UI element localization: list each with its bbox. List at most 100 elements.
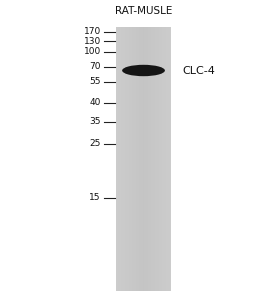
Bar: [128, 27, 129, 291]
Bar: [157, 27, 158, 291]
Bar: [140, 27, 141, 291]
Bar: [163, 27, 164, 291]
Bar: [146, 27, 147, 291]
Text: 55: 55: [89, 77, 101, 86]
Bar: [154, 27, 155, 291]
Text: CLC-4: CLC-4: [182, 65, 215, 76]
Bar: [138, 27, 139, 291]
Bar: [135, 27, 136, 291]
Bar: [148, 27, 149, 291]
Bar: [133, 27, 134, 291]
Text: 40: 40: [89, 98, 101, 107]
Bar: [121, 27, 122, 291]
Bar: [149, 27, 150, 291]
Bar: [132, 27, 133, 291]
Bar: [123, 27, 124, 291]
Bar: [119, 27, 120, 291]
Bar: [148, 27, 149, 291]
Bar: [126, 27, 127, 291]
Bar: [116, 27, 117, 291]
Bar: [169, 27, 170, 291]
Bar: [134, 27, 135, 291]
Bar: [137, 27, 138, 291]
Bar: [130, 27, 131, 291]
Bar: [131, 27, 132, 291]
Bar: [152, 27, 153, 291]
Bar: [150, 27, 151, 291]
Bar: [139, 27, 140, 291]
Bar: [150, 27, 151, 291]
Bar: [134, 27, 135, 291]
Bar: [158, 27, 159, 291]
Bar: [167, 27, 168, 291]
Bar: [122, 27, 123, 291]
Bar: [166, 27, 167, 291]
Text: 35: 35: [89, 117, 101, 126]
Bar: [144, 27, 145, 291]
Bar: [156, 27, 157, 291]
Bar: [151, 27, 152, 291]
Bar: [141, 27, 142, 291]
Bar: [117, 27, 118, 291]
Bar: [124, 27, 125, 291]
Bar: [137, 27, 138, 291]
Bar: [170, 27, 171, 291]
Bar: [160, 27, 161, 291]
Bar: [122, 27, 123, 291]
Bar: [159, 27, 160, 291]
Bar: [163, 27, 164, 291]
Bar: [118, 27, 119, 291]
Bar: [123, 27, 124, 291]
Bar: [125, 27, 126, 291]
Bar: [126, 27, 127, 291]
Bar: [164, 27, 165, 291]
Bar: [120, 27, 121, 291]
Bar: [132, 27, 133, 291]
Text: RAT-MUSLE: RAT-MUSLE: [115, 7, 172, 16]
Bar: [155, 27, 156, 291]
Text: 130: 130: [83, 37, 101, 46]
Bar: [119, 27, 120, 291]
Bar: [135, 27, 136, 291]
Bar: [129, 27, 130, 291]
Bar: [117, 27, 118, 291]
Bar: [144, 27, 145, 291]
Bar: [157, 27, 158, 291]
Bar: [133, 27, 134, 291]
Bar: [128, 27, 129, 291]
Bar: [127, 27, 128, 291]
Bar: [152, 27, 153, 291]
Text: 25: 25: [89, 140, 101, 148]
Bar: [130, 27, 131, 291]
Text: 15: 15: [89, 194, 101, 202]
Bar: [141, 27, 142, 291]
Bar: [136, 27, 137, 291]
Text: 70: 70: [89, 62, 101, 71]
Bar: [121, 27, 122, 291]
Bar: [116, 27, 117, 291]
Bar: [162, 27, 163, 291]
Bar: [168, 27, 169, 291]
Ellipse shape: [122, 65, 165, 76]
Bar: [153, 27, 154, 291]
Bar: [168, 27, 169, 291]
Text: 170: 170: [83, 27, 101, 36]
Bar: [165, 27, 166, 291]
Bar: [155, 27, 156, 291]
Bar: [159, 27, 160, 291]
Bar: [145, 27, 146, 291]
Bar: [147, 27, 148, 291]
Bar: [156, 27, 157, 291]
Bar: [143, 27, 144, 291]
Bar: [162, 27, 163, 291]
Bar: [161, 27, 162, 291]
Bar: [170, 27, 171, 291]
Bar: [166, 27, 167, 291]
Bar: [142, 27, 143, 291]
Bar: [139, 27, 140, 291]
Bar: [146, 27, 147, 291]
Bar: [145, 27, 146, 291]
Bar: [161, 27, 162, 291]
Bar: [151, 27, 152, 291]
Text: 100: 100: [83, 47, 101, 56]
